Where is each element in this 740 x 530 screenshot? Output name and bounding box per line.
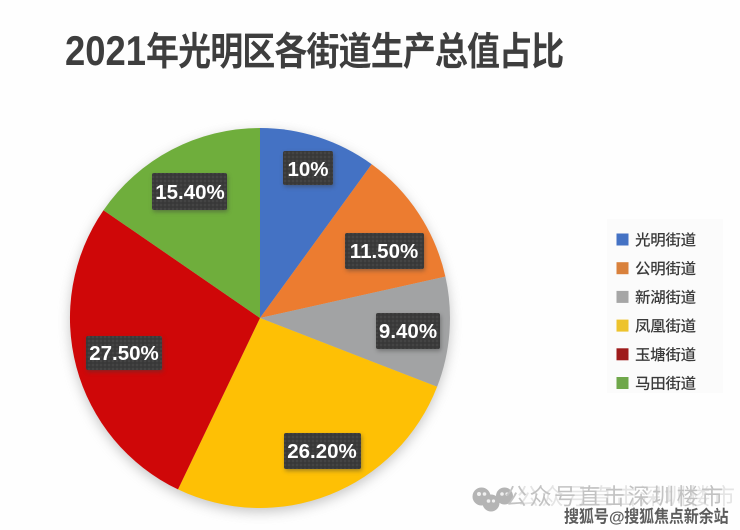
svg-text:@: @ xyxy=(609,510,625,527)
svg-text:26.20%: 26.20% xyxy=(287,440,357,463)
svg-text:11.50%: 11.50% xyxy=(350,240,418,263)
svg-text:27.50%: 27.50% xyxy=(89,342,159,365)
svg-text:10%: 10% xyxy=(287,158,328,181)
svg-text:15.40%: 15.40% xyxy=(155,181,225,204)
svg-text:9.40%: 9.40% xyxy=(379,320,437,343)
svg-text:2021: 2021 xyxy=(65,27,146,74)
